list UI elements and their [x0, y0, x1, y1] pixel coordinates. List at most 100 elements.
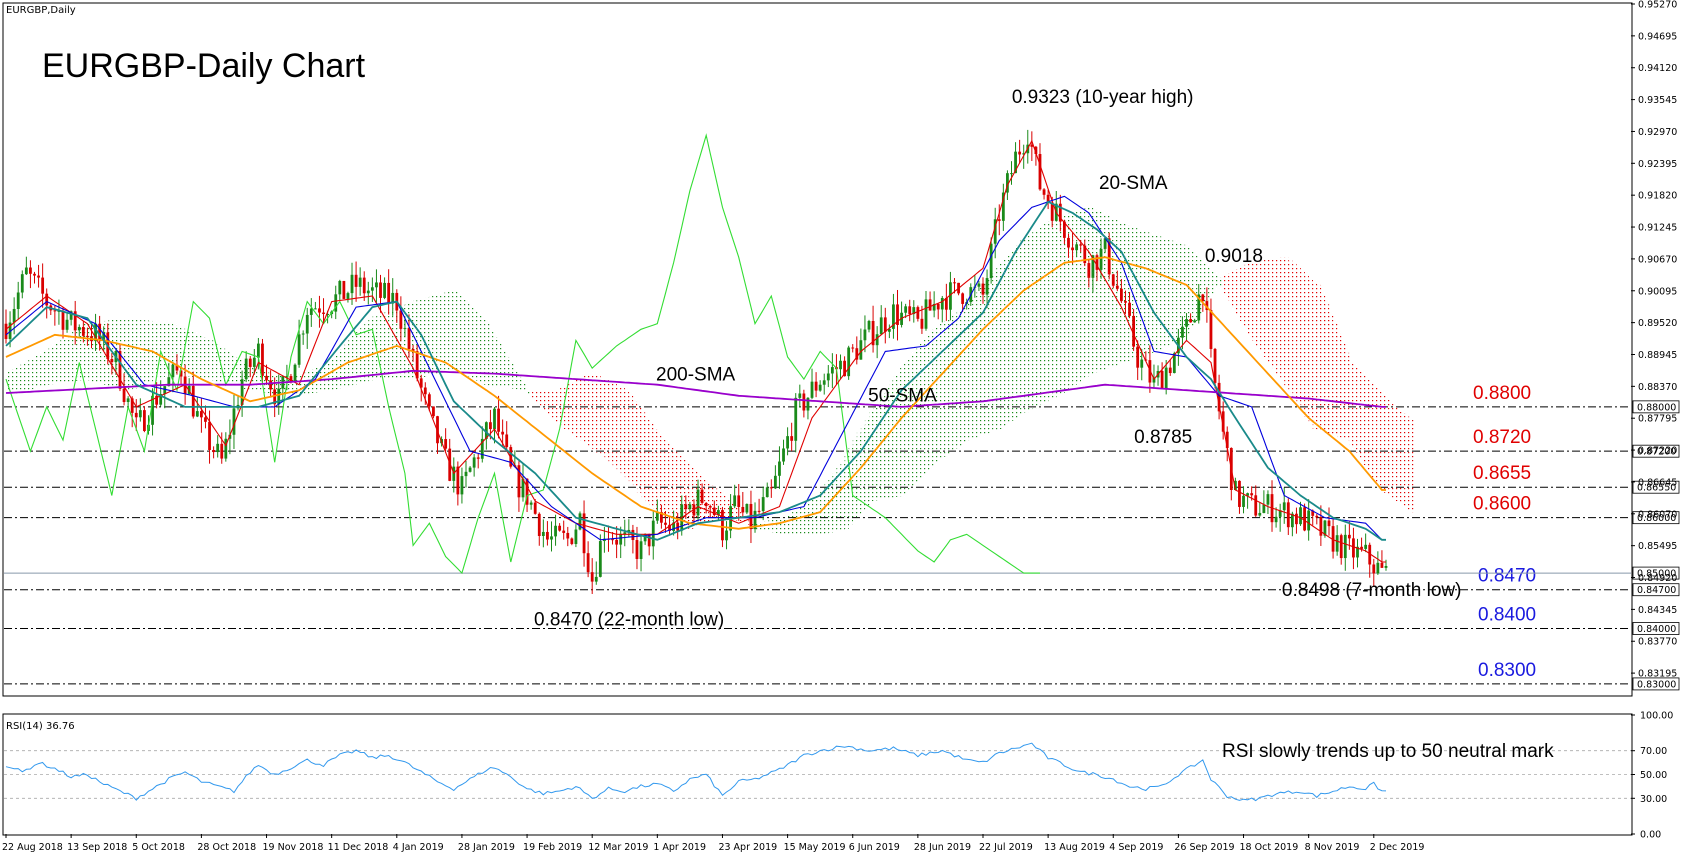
- cloud-segment: [67, 334, 72, 382]
- cloud-segment: [856, 432, 862, 515]
- candle-body: [456, 466, 460, 495]
- candle-body: [896, 304, 899, 325]
- cloud-segment: [1345, 352, 1350, 441]
- x-tick-label: 15 May 2019: [784, 842, 846, 853]
- candle-body: [643, 533, 647, 542]
- cloud-segment: [1052, 218, 1057, 398]
- candle-body: [45, 293, 49, 306]
- candle-body: [1307, 510, 1311, 531]
- cloud-segment: [954, 312, 959, 449]
- candle-body: [875, 334, 879, 346]
- candle-body: [191, 385, 195, 417]
- cloud-segment: [1178, 243, 1183, 339]
- x-tick-label: 11 Dec 2018: [328, 842, 389, 853]
- cloud-segment: [1105, 215, 1110, 369]
- y-tick-label: 0.92970: [1638, 127, 1677, 138]
- ichimoku-cloud: [6, 207, 1415, 535]
- cloud-segment: [909, 353, 915, 488]
- candle-body: [126, 398, 130, 402]
- cloud-segment: [783, 517, 788, 535]
- candle-body: [423, 387, 427, 395]
- cloud-segment: [1088, 207, 1094, 374]
- x-tick-label: 28 Jan 2019: [458, 842, 515, 853]
- candle-body: [993, 219, 997, 244]
- candle-body: [916, 307, 920, 319]
- cloud-segment: [588, 373, 593, 446]
- cloud-segment: [1390, 402, 1395, 499]
- level-tag-box: [1632, 677, 1680, 691]
- cloud-segment: [1272, 258, 1277, 369]
- candle-body: [358, 277, 362, 287]
- candle-body: [338, 280, 342, 295]
- candle-body: [912, 307, 916, 315]
- candle-body: [1335, 535, 1339, 552]
- cloud-segment: [474, 311, 479, 381]
- cloud-segment: [282, 376, 288, 396]
- cloud-segment: [1068, 212, 1073, 388]
- y-tick-label: 0.83770: [1638, 637, 1677, 648]
- cloud-segment: [571, 381, 577, 435]
- candle-body: [716, 510, 720, 516]
- candle-body: [383, 282, 386, 298]
- cloud-segment: [34, 355, 39, 389]
- cloud-segment: [132, 318, 137, 389]
- candle-body: [171, 364, 175, 378]
- candle-body: [562, 530, 566, 533]
- cloud-segment: [319, 365, 324, 392]
- cloud-segment: [877, 399, 882, 500]
- candle-body: [33, 273, 36, 276]
- candle-body: [810, 381, 814, 398]
- candle-body: [550, 536, 553, 540]
- cloud-segment: [710, 485, 715, 522]
- cloud-segment: [930, 329, 935, 467]
- candle-body: [1233, 480, 1237, 490]
- cloud-segment: [274, 374, 280, 395]
- cloud-segment: [799, 506, 805, 535]
- candle-body: [765, 487, 769, 498]
- cloud-segment: [1361, 374, 1366, 466]
- level-tag: 0.83000: [1637, 679, 1676, 690]
- cloud-segment: [124, 318, 129, 391]
- candle-body: [122, 388, 126, 402]
- candle-body: [672, 522, 676, 531]
- x-tick-label: 28 Oct 2018: [197, 842, 256, 853]
- cloud-segment: [816, 495, 821, 535]
- cloud-segment: [372, 316, 377, 380]
- cloud-segment: [987, 278, 992, 434]
- candle-body: [476, 457, 480, 459]
- tenkan-line: [5, 139, 1386, 563]
- cloud-segment: [1101, 213, 1106, 370]
- cloud-segment: [1316, 284, 1322, 431]
- cloud-segment: [62, 337, 68, 383]
- cloud-segment: [364, 322, 369, 382]
- cloud-segment: [331, 358, 337, 391]
- candle-body: [326, 314, 329, 316]
- candle-body: [1258, 512, 1262, 516]
- cloud-segment: [50, 345, 56, 385]
- candle-body: [1091, 255, 1095, 278]
- cloud-segment: [388, 309, 394, 380]
- x-tick-label: 26 Sep 2019: [1174, 842, 1234, 853]
- candle-body: [155, 395, 159, 405]
- candle-body: [859, 340, 863, 360]
- cloud-segment: [991, 273, 996, 432]
- indicator-lines: [5, 133, 1386, 575]
- candle-body: [920, 318, 924, 329]
- candle-body: [1132, 315, 1136, 347]
- cloud-segment: [30, 358, 35, 390]
- cloud-segment: [632, 401, 638, 488]
- candle-body: [944, 297, 948, 310]
- indicator-label: 200-SMA: [656, 364, 736, 385]
- cloud-segment: [1023, 237, 1029, 413]
- cloud-segment: [168, 323, 174, 375]
- candle-body: [611, 539, 614, 541]
- candle-body: [1339, 535, 1343, 559]
- cloud-segment: [579, 377, 585, 441]
- cloud-segment: [636, 406, 642, 493]
- candle-body: [1201, 294, 1205, 302]
- x-tick-label: 2 Dec 2019: [1370, 842, 1425, 853]
- candle-body: [403, 327, 407, 329]
- candle-body: [712, 507, 716, 516]
- candle-body: [277, 388, 281, 405]
- candle-body: [1376, 562, 1380, 574]
